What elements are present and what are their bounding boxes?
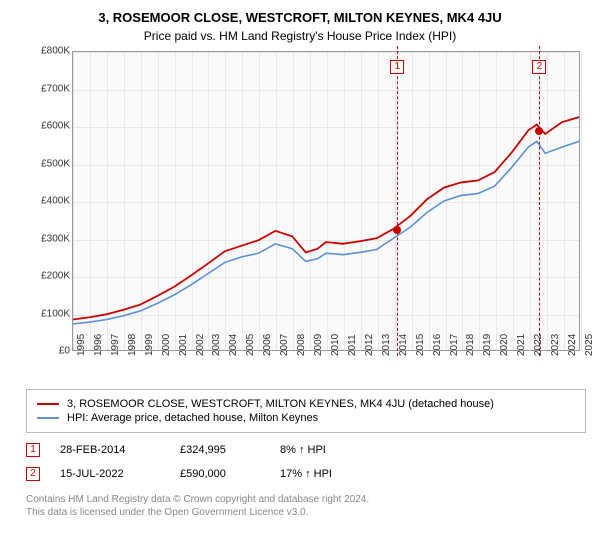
- x-axis-label: 2024: [567, 334, 578, 356]
- x-axis-label: 2000: [161, 334, 172, 356]
- x-axis-label: 2009: [313, 334, 324, 356]
- legend-swatch: [37, 403, 59, 405]
- y-axis-label: £800K: [26, 46, 70, 57]
- sale-marker: [535, 127, 543, 135]
- legend-row: 3, ROSEMOOR CLOSE, WESTCROFT, MILTON KEY…: [37, 398, 575, 410]
- y-axis-label: £600K: [26, 121, 70, 132]
- x-axis-label: 2013: [381, 334, 392, 356]
- series-price_paid: [73, 117, 579, 319]
- y-axis-label: £100K: [26, 308, 70, 319]
- chart-title: 3, ROSEMOOR CLOSE, WESTCROFT, MILTON KEY…: [20, 10, 580, 25]
- sale-price: £324,995: [180, 444, 260, 456]
- x-axis-label: 1998: [127, 334, 138, 356]
- sale-pct-vs-hpi: 8% ↑ HPI: [280, 444, 360, 456]
- x-axis-label: 1996: [93, 334, 104, 356]
- sale-pct-vs-hpi: 17% ↑ HPI: [280, 468, 360, 480]
- x-axis-label: 2016: [432, 334, 443, 356]
- x-axis-label: 2007: [279, 334, 290, 356]
- x-axis-label: 2014: [398, 334, 409, 356]
- x-axis-label: 2021: [516, 334, 527, 356]
- x-axis-label: 2022: [533, 334, 544, 356]
- sale-price: £590,000: [180, 468, 260, 480]
- x-axis-label: 2006: [262, 334, 273, 356]
- sale-date: 28-FEB-2014: [60, 444, 160, 456]
- x-axis-label: 2019: [482, 334, 493, 356]
- sale-row: 1 28-FEB-2014 £324,995 8% ↑ HPI: [26, 443, 580, 457]
- x-axis-label: 1995: [76, 334, 87, 356]
- legend-label: 3, ROSEMOOR CLOSE, WESTCROFT, MILTON KEY…: [67, 398, 494, 410]
- y-axis-label: £500K: [26, 158, 70, 169]
- y-axis-label: £700K: [26, 83, 70, 94]
- series-hpi: [73, 141, 579, 324]
- x-axis-label: 2001: [178, 334, 189, 356]
- sale-marker: [393, 226, 401, 234]
- y-axis-label: £200K: [26, 271, 70, 282]
- x-axis-label: 2004: [228, 334, 239, 356]
- footer-line-2: This data is licensed under the Open Gov…: [26, 506, 580, 519]
- legend-label: HPI: Average price, detached house, Milt…: [67, 412, 318, 424]
- x-axis-label: 2018: [465, 334, 476, 356]
- x-axis-label: 2003: [211, 334, 222, 356]
- footer-line-1: Contains HM Land Registry data © Crown c…: [26, 493, 580, 506]
- x-axis-label: 2023: [550, 334, 561, 356]
- x-axis-label: 2025: [584, 334, 595, 356]
- x-axis-label: 1997: [110, 334, 121, 356]
- x-axis-label: 2010: [330, 334, 341, 356]
- plot-area: 12: [72, 51, 580, 351]
- x-axis-label: 2015: [415, 334, 426, 356]
- y-axis-label: £300K: [26, 233, 70, 244]
- y-axis-label: £400K: [26, 196, 70, 207]
- chart: 12 £0 £100K £200K £300K £400K £500K £600K £700K…: [26, 51, 586, 381]
- x-axis-label: 2020: [499, 334, 510, 356]
- legend-row: HPI: Average price, detached house, Milt…: [37, 412, 575, 424]
- x-axis-label: 2012: [364, 334, 375, 356]
- x-axis-label: 2017: [449, 334, 460, 356]
- footer-attribution: Contains HM Land Registry data © Crown c…: [26, 493, 580, 519]
- chart-subtitle: Price paid vs. HM Land Registry's House …: [20, 29, 580, 43]
- sale-badge: 1: [26, 443, 40, 457]
- line-series-svg: [73, 52, 579, 350]
- x-axis-label: 2005: [245, 334, 256, 356]
- y-axis-label: £0: [26, 346, 70, 357]
- x-axis-label: 2008: [296, 334, 307, 356]
- x-axis-label: 2011: [347, 334, 358, 356]
- sale-row: 2 15-JUL-2022 £590,000 17% ↑ HPI: [26, 467, 580, 481]
- sale-badge: 2: [26, 467, 40, 481]
- x-axis-label: 2002: [195, 334, 206, 356]
- gridline-vertical: [581, 52, 582, 350]
- sale-date: 15-JUL-2022: [60, 468, 160, 480]
- legend: 3, ROSEMOOR CLOSE, WESTCROFT, MILTON KEY…: [26, 389, 586, 433]
- legend-swatch: [37, 417, 59, 419]
- x-axis-label: 1999: [144, 334, 155, 356]
